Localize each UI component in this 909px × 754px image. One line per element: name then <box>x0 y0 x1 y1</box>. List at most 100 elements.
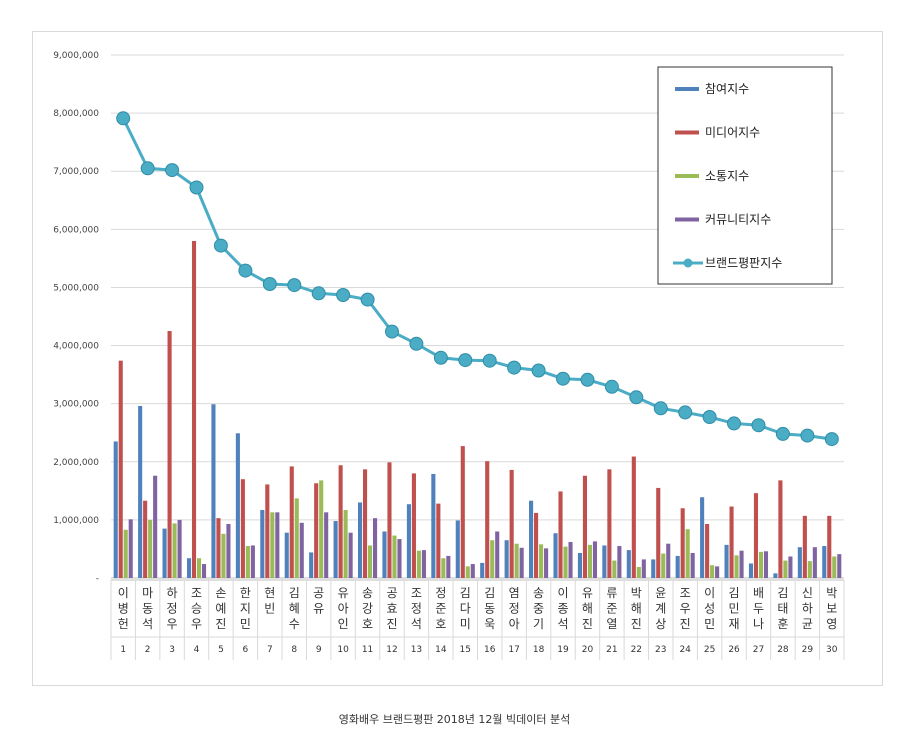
bar <box>143 500 148 578</box>
bar <box>763 551 769 578</box>
bar <box>690 553 695 578</box>
bar <box>612 560 617 578</box>
x-rank-label: 18 <box>533 645 545 655</box>
bar <box>309 552 314 578</box>
bar <box>607 469 612 578</box>
x-rank-label: 21 <box>606 645 617 655</box>
bar <box>710 565 715 578</box>
line-point <box>556 371 570 386</box>
bar <box>436 503 441 578</box>
bar <box>324 512 329 578</box>
x-rank-label: 6 <box>243 645 249 655</box>
bar <box>319 480 324 578</box>
line-point <box>800 428 815 443</box>
x-rank-label: 8 <box>291 645 297 655</box>
legend-swatch <box>675 174 699 178</box>
bar <box>275 512 280 578</box>
bar <box>582 475 587 578</box>
line-point <box>385 324 399 339</box>
bar <box>563 546 568 578</box>
line-point <box>213 238 228 253</box>
bar <box>626 550 631 578</box>
bar <box>758 551 764 578</box>
line-point <box>287 278 302 293</box>
brand-reputation-chart: - 1,000,000 2,000,000 3,000,000 4,000,000 5,0… <box>53 51 845 660</box>
bar <box>651 559 656 578</box>
x-rank-label: 27 <box>753 645 764 655</box>
bar <box>368 545 373 578</box>
line-point <box>482 353 497 368</box>
bar <box>485 461 490 578</box>
bar <box>406 504 411 578</box>
bar <box>631 456 636 578</box>
x-rank-label: 23 <box>655 645 666 655</box>
y-tick-label: 9,000,000 <box>53 51 99 61</box>
bar <box>656 487 661 578</box>
bar <box>123 529 128 578</box>
bar <box>641 559 646 578</box>
x-axis: 이 병 헌 1 마 동 석 2 하 정 우 3 조 승 우 4 손 예 진 5 한 지 민 6 현 빈 7 김 혜 수 8 공 유 9 유 아 인 10 송… <box>110 579 845 660</box>
y-tick-label: 7,000,000 <box>53 167 99 177</box>
line-point <box>262 277 277 291</box>
line-series <box>116 111 839 447</box>
bar <box>534 512 539 578</box>
bar <box>539 544 544 578</box>
bar <box>397 539 402 578</box>
bar <box>113 441 118 578</box>
bar <box>138 405 143 578</box>
bar <box>177 519 182 578</box>
bar <box>783 560 788 578</box>
bar <box>460 446 465 578</box>
bar <box>490 540 495 578</box>
x-rank-label: 30 <box>826 645 838 655</box>
x-rank-label: 1 <box>120 645 126 655</box>
line-point <box>727 416 741 431</box>
bar <box>807 561 812 578</box>
bar <box>729 506 734 578</box>
line-point <box>604 379 619 394</box>
chart-caption: 영화배우 브랜드평판 2018년 12월 빅데이터 분석 <box>338 713 571 726</box>
x-rank-label: 3 <box>169 645 175 655</box>
bar <box>715 566 720 578</box>
bar <box>358 502 363 578</box>
x-rank-label: 24 <box>679 645 691 655</box>
x-rank-label: 12 <box>386 645 397 655</box>
bar <box>734 555 739 578</box>
x-rank-label: 15 <box>460 645 471 655</box>
bar <box>558 491 563 578</box>
line-point <box>629 390 644 405</box>
bar <box>289 466 294 578</box>
bar <box>465 566 470 578</box>
bar <box>167 331 172 578</box>
bar <box>724 544 729 578</box>
legend-label: 커뮤니티지수 <box>705 213 771 227</box>
bar <box>299 522 304 578</box>
bar <box>211 404 216 578</box>
bar <box>411 473 416 578</box>
x-rank-label: 14 <box>435 645 447 655</box>
legend-label: 미디어지수 <box>705 126 760 140</box>
bar <box>226 523 231 578</box>
y-tick-label: 4,000,000 <box>53 342 99 352</box>
line-point <box>140 161 155 176</box>
legend-swatch <box>675 130 699 135</box>
bar <box>553 533 558 578</box>
bar <box>455 520 460 578</box>
bar <box>587 544 592 578</box>
bar <box>705 523 710 578</box>
